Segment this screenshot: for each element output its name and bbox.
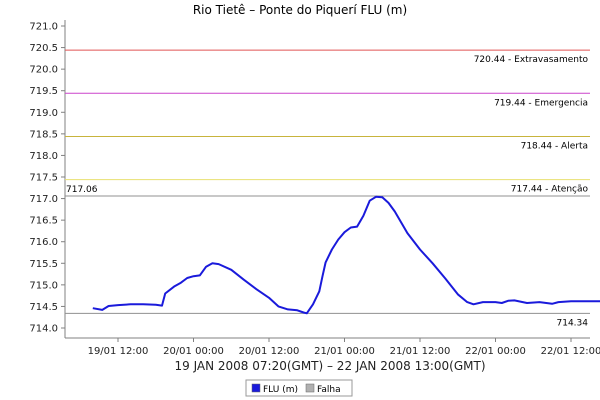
series-layer xyxy=(92,195,600,315)
x-tick-label: 21/01 00:00 xyxy=(314,346,375,357)
y-tick-label: 719.5 xyxy=(29,86,58,97)
y-tick-label: 716.0 xyxy=(29,237,58,248)
y-tick-label: 716.5 xyxy=(29,216,58,227)
x-axis-ticks: 19/01 12:00 20/01 00:00 20/01 12:00 21/01 0… xyxy=(88,338,600,357)
legend-label-falha: Falha xyxy=(317,385,341,395)
x-tick-label: 22/01 00:00 xyxy=(465,346,526,357)
x-tick-label: 20/01 00:00 xyxy=(163,346,224,357)
reference-line-label: 717.06 xyxy=(66,185,98,195)
legend: FLU (m) Falha xyxy=(245,379,353,397)
y-tick-label: 717.5 xyxy=(29,173,58,184)
reference-lines: 720.44 - Extravasamento 719.44 - Emergenc… xyxy=(65,49,590,328)
x-tick-label: 19/01 12:00 xyxy=(88,346,149,357)
y-tick-label: 715.5 xyxy=(29,259,58,270)
x-tick-label: 22/01 12:00 xyxy=(541,346,600,357)
x-axis-label: 19 JAN 2008 07:20(GMT) – 22 JAN 2008 13:… xyxy=(174,359,485,373)
legend-swatch-flu xyxy=(251,383,261,393)
reference-line-label: 714.34 xyxy=(557,318,589,328)
legend-swatch-falha xyxy=(305,383,315,393)
y-tick-label: 721.0 xyxy=(29,22,58,33)
chart-title: Rio Tietê – Ponte do Piquerí FLU (m) xyxy=(193,3,407,17)
x-tick-label: 20/01 12:00 xyxy=(239,346,300,357)
plot-area xyxy=(64,20,590,339)
y-axis-ticks: 714.0 714.5 715.0 715.5 716.0 716.5 717.0 717.5… xyxy=(29,22,65,335)
y-tick-label: 720.0 xyxy=(29,65,58,76)
y-tick-label: 719.0 xyxy=(29,108,58,119)
reference-line-label: 719.44 - Emergencia xyxy=(494,98,588,108)
legend-label-flu: FLU (m) xyxy=(263,385,298,395)
x-tick-label: 21/01 12:00 xyxy=(390,346,451,357)
legend-box xyxy=(245,379,353,397)
y-tick-label: 718.0 xyxy=(29,151,58,162)
reference-line-label: 717.44 - Atenção xyxy=(511,185,589,195)
reference-line-label: 720.44 - Extravasamento xyxy=(474,55,589,65)
y-tick-label: 714.0 xyxy=(29,324,58,335)
y-tick-label: 720.5 xyxy=(29,43,58,54)
reference-line-label: 718.44 - Alerta xyxy=(521,141,588,151)
y-tick-label: 718.5 xyxy=(29,129,58,140)
y-tick-label: 717.0 xyxy=(29,194,58,205)
y-tick-label: 715.0 xyxy=(29,280,58,291)
series-line-flu xyxy=(92,195,600,315)
y-tick-label: 714.5 xyxy=(29,302,58,313)
